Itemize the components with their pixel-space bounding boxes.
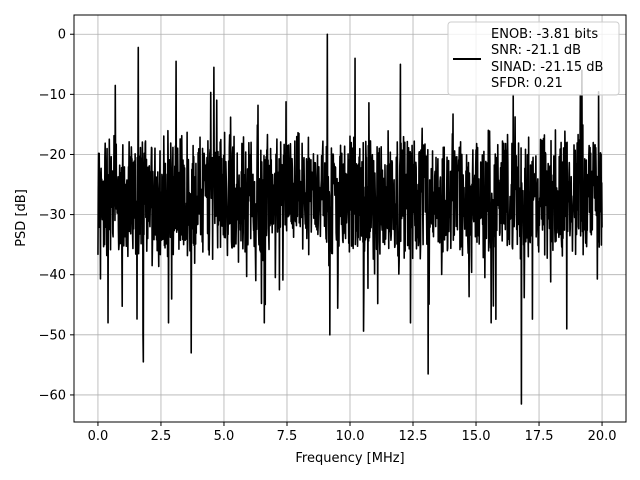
x-tick-label: 15.0 <box>462 429 491 444</box>
y-tick-label: −60 <box>39 388 66 403</box>
legend-line-snr: SNR: -21.1 dB <box>491 43 581 58</box>
y-tick-label: −10 <box>39 88 66 103</box>
y-tick-label: −20 <box>39 148 66 163</box>
x-tick-label: 2.5 <box>151 429 172 444</box>
psd-series <box>97 33 603 405</box>
x-tick-label: 0.0 <box>88 429 109 444</box>
x-tick-label: 7.5 <box>277 429 298 444</box>
legend-box <box>447 21 620 96</box>
x-tick-label: 10.0 <box>336 429 365 444</box>
axis-ticks: 0.0 2.5 5.0 7.5 10.0 12.5 15.0 17.5 20.0 0 −10 −20 −… <box>39 28 617 444</box>
y-tick-label: 0 <box>58 28 66 43</box>
x-axis-label: Frequency [MHz] <box>295 451 404 466</box>
legend-line-sinad: SINAD: -21.15 dB <box>491 60 603 75</box>
legend-line-sfdr: SFDR: 0.21 <box>491 76 563 91</box>
y-tick-label: −50 <box>39 328 66 343</box>
legend: ENOB: -3.81 bits SNR: -21.1 dB SINAD: -2… <box>447 21 620 96</box>
y-tick-label: −30 <box>39 208 66 223</box>
psd-series-line <box>97 33 603 405</box>
x-tick-label: 12.5 <box>399 429 428 444</box>
legend-line-enob: ENOB: -3.81 bits <box>491 27 598 42</box>
x-tick-label: 17.5 <box>525 429 554 444</box>
y-tick-label: −40 <box>39 268 66 283</box>
x-tick-label: 20.0 <box>588 429 617 444</box>
y-axis-label: PSD [dB] <box>14 189 29 247</box>
x-tick-label: 5.0 <box>214 429 235 444</box>
